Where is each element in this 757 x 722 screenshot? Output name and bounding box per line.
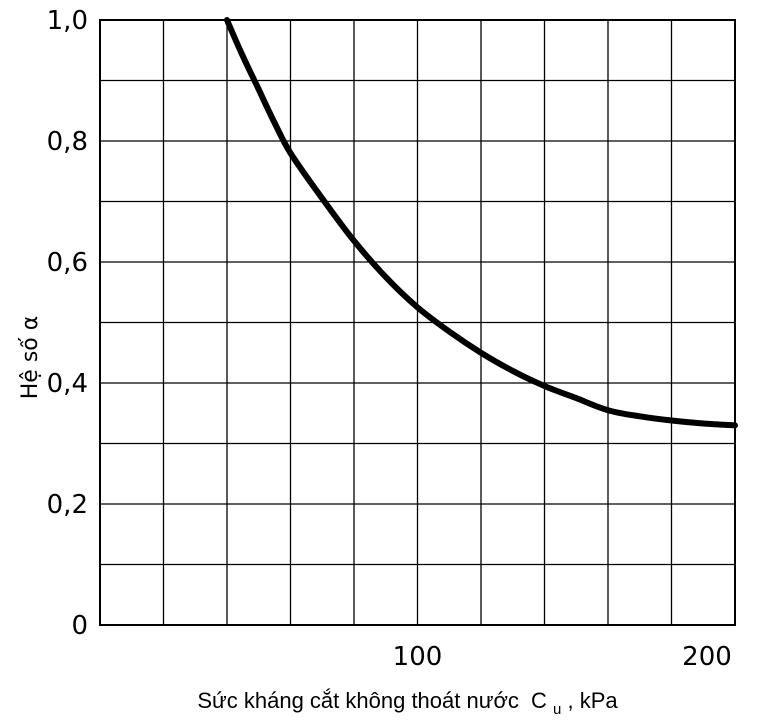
x-tick-label: 200 [682,642,732,672]
y-tick-label: 0,6 [47,248,88,278]
y-axis-label: Hệ số α [18,316,43,400]
x-axis-label-symbol: C [531,688,547,713]
y-tick-label: 0,8 [47,127,88,157]
y-tick-label: 1,0 [47,6,88,36]
grid [100,20,735,625]
alpha-curve-line [224,17,738,429]
y-tick-label: 0,4 [47,369,88,399]
y-tick-labels: 0 0,2 0,4 0,6 0,8 1,0 [47,6,88,641]
x-axis-label: Sức kháng cắt không thoát nước C u , kPa [197,688,618,719]
plot-frame [99,19,736,626]
y-tick-label: 0 [71,611,88,641]
x-axis-label-subscript: u [553,701,561,718]
x-tick-labels: 100 200 [393,642,732,672]
series-layer [224,17,738,429]
y-tick-label: 0,2 [47,490,88,520]
x-axis-label-unit: , kPa [567,688,618,713]
x-tick-label: 100 [393,642,443,672]
x-axis-label-text: Sức kháng cắt không thoát nước [197,688,519,713]
